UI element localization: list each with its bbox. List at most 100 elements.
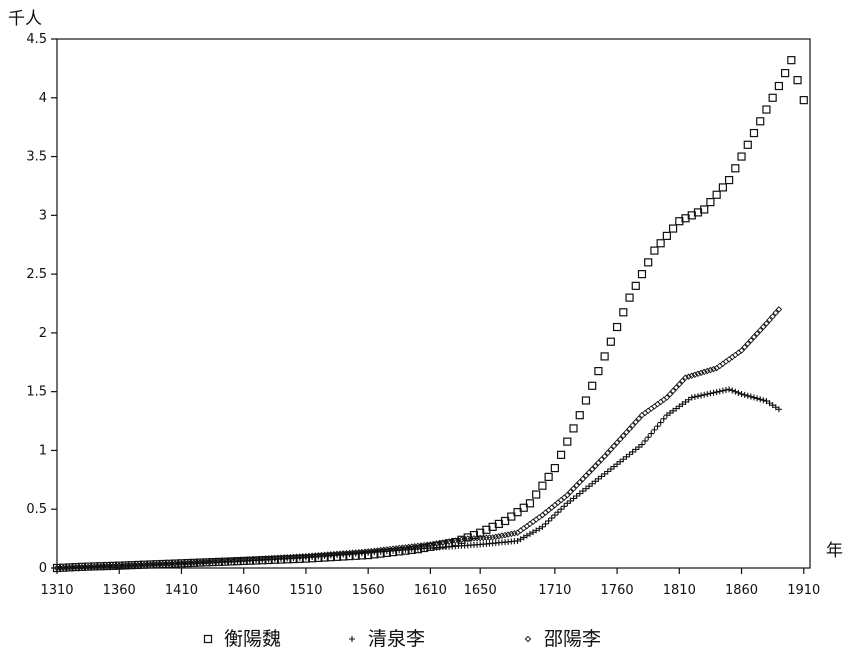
data-point-plus (554, 509, 561, 516)
data-point-diamond (424, 541, 431, 549)
data-point-plus (623, 453, 630, 460)
data-point-square (606, 337, 615, 346)
data-point-plus (679, 401, 686, 408)
data-point-plus (722, 387, 729, 394)
data-point-square (600, 352, 609, 361)
data-point-diamond (738, 347, 745, 354)
data-point-diamond (623, 429, 630, 436)
data-point-plus (514, 537, 521, 544)
data-point-square (737, 152, 746, 161)
data-point-diamond (430, 540, 437, 548)
data-point-square (569, 424, 578, 433)
data-point-diamond (489, 534, 496, 541)
data-point-diamond (380, 546, 387, 554)
data-point-plus (769, 402, 776, 409)
data-point-diamond (679, 377, 686, 385)
data-point-plus (558, 506, 565, 513)
data-point-diamond (579, 475, 587, 483)
data-point-plus (542, 520, 549, 527)
y-tick-label: 4.5 (26, 32, 47, 47)
data-point-diamond (682, 374, 689, 381)
data-point-plus (626, 451, 633, 458)
data-point-square (594, 366, 603, 376)
data-point-diamond (520, 525, 527, 532)
data-point-diamond (420, 541, 428, 549)
data-point-square (743, 140, 752, 149)
data-point-diamond (725, 356, 733, 363)
data-point-plus (682, 398, 689, 405)
data-point-square (203, 634, 213, 644)
data-point-square (612, 322, 622, 332)
data-point-plus (620, 456, 627, 463)
data-point-diamond (775, 306, 783, 313)
series-3 (53, 306, 783, 572)
data-point-diamond (458, 536, 465, 543)
legend-label: 邵陽李 (544, 628, 601, 650)
data-point-diamond (707, 366, 714, 374)
data-point-diamond (576, 478, 583, 486)
data-point-diamond (564, 491, 571, 499)
data-point-diamond (610, 442, 618, 450)
data-point-square (799, 96, 808, 105)
data-point-plus (533, 527, 540, 534)
data-point-diamond (766, 316, 773, 324)
y-tick-label: 1 (39, 443, 47, 458)
data-point-square (631, 281, 640, 290)
data-point-diamond (523, 522, 531, 530)
data-point-plus (707, 390, 714, 397)
data-point-diamond (669, 387, 677, 395)
data-point-square (762, 105, 771, 114)
data-point-diamond (744, 340, 752, 347)
data-point-diamond (411, 543, 419, 550)
data-point-square (749, 128, 759, 138)
data-point-plus (685, 396, 692, 403)
data-point-diamond (536, 514, 543, 521)
y-tick-label: 0.5 (26, 502, 47, 517)
data-point-square (519, 503, 528, 512)
data-point-plus (701, 391, 708, 398)
data-point-square (644, 258, 653, 267)
data-point-diamond (763, 320, 770, 327)
data-point-square (793, 76, 802, 85)
data-point-diamond (585, 469, 593, 476)
data-point-plus (567, 497, 574, 504)
data-point-diamond (604, 449, 611, 457)
data-point-diamond (389, 545, 397, 552)
y-tick-label: 0 (39, 561, 47, 576)
data-point-diamond (501, 531, 509, 539)
data-point-diamond (524, 635, 532, 643)
data-point-plus (670, 407, 677, 414)
data-point-diamond (461, 535, 468, 543)
data-point-plus (589, 480, 596, 487)
data-point-plus (673, 405, 680, 412)
data-point-diamond (392, 545, 400, 552)
data-point-diamond (700, 368, 708, 376)
data-point-plus (592, 478, 599, 485)
data-point-diamond (445, 538, 453, 545)
data-point-diamond (439, 539, 447, 546)
data-point-plus (694, 393, 701, 400)
x-tick-label: 1650 (464, 583, 497, 598)
data-point-plus (704, 391, 711, 398)
data-point-diamond (588, 466, 596, 473)
data-point-diamond (598, 456, 605, 463)
data-point-plus (716, 388, 723, 395)
data-point-diamond (414, 542, 422, 550)
data-point-square (650, 246, 659, 255)
data-point-plus (651, 426, 658, 433)
data-point-square (556, 450, 566, 459)
data-point-plus (564, 500, 571, 507)
y-tick-label: 4 (39, 91, 47, 106)
data-point-square (668, 224, 678, 233)
data-point-diamond (760, 323, 767, 331)
data-point-diamond (508, 530, 515, 538)
data-point-plus (747, 393, 754, 400)
data-point-plus (713, 389, 720, 396)
data-point-diamond (532, 516, 540, 523)
y-tick-label: 2.5 (26, 267, 47, 282)
data-point-plus (629, 448, 636, 455)
data-point-square (563, 437, 572, 446)
data-point-square (575, 411, 584, 420)
x-tick-label: 1360 (103, 583, 136, 598)
